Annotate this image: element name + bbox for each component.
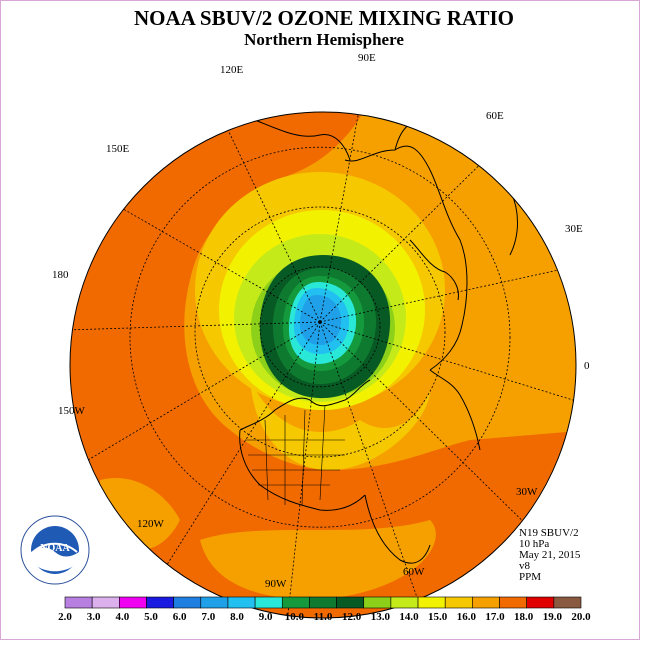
us-state-borders (245, 404, 345, 506)
colorbar-swatch (64, 596, 93, 609)
colorbar-swatch (91, 596, 120, 609)
meridian-line (319, 114, 359, 323)
colorbar-swatch (227, 596, 256, 609)
lon-label-180: 180 (52, 269, 69, 281)
lon-label-150w: 150W (58, 405, 85, 417)
colorbar-swatch (200, 596, 229, 609)
info-level: 10 hPa (519, 538, 550, 550)
colorbar-swatch (173, 596, 202, 609)
meridian-line (319, 321, 523, 522)
colorbar-tick-label: 18.0 (514, 611, 534, 623)
colorbar-tick-label: 16.0 (456, 611, 476, 623)
colorbar-tick-label: 2.0 (58, 611, 72, 623)
colorbar-tick-label: 13.0 (370, 611, 390, 623)
lon-label-30w: 30W (516, 486, 538, 498)
colorbar-swatch (390, 596, 419, 609)
lon-label-0: 0 (584, 360, 590, 372)
colorbar-tick-label: 7.0 (201, 611, 216, 623)
meridian-line (287, 321, 321, 616)
lon-label-60w: 60W (403, 566, 425, 578)
colorbar-tick-label: 8.0 (230, 611, 244, 623)
lon-label-30e: 30E (565, 223, 583, 235)
colorbar-swatch (444, 596, 473, 609)
info-units: PPM (519, 571, 542, 583)
colorbar-tick-label: 17.0 (485, 611, 505, 623)
colorbar-swatch (526, 596, 555, 609)
latitude-circle (259, 266, 381, 388)
colorbar-tick-label: 20.0 (571, 611, 591, 623)
colorbar-swatch (336, 596, 365, 609)
colorbar-tick-label: 9.0 (258, 611, 273, 623)
colorbar-swatch (553, 596, 582, 609)
colorbar-swatch (472, 596, 500, 609)
colorbar-swatch (499, 596, 527, 609)
noaa-logo: NOAA (20, 515, 90, 585)
colorbar-swatch (146, 596, 174, 609)
colorbar-tick-label: 11.0 (313, 611, 333, 623)
colorbar-tick-label: 10.0 (284, 611, 304, 623)
ozone-18ppm-region (70, 112, 576, 618)
latitude-circle (194, 206, 446, 458)
meridian-line (88, 321, 321, 461)
colorbar-swatch (309, 596, 337, 609)
graticule (72, 114, 574, 616)
colorbar-tick-label: 19.0 (542, 611, 562, 623)
ozone-7ppm-core (299, 295, 342, 346)
lon-label-60e: 60E (486, 110, 504, 122)
map-title: NOAA SBUV/2 OZONE MIXING RATIO (134, 6, 514, 30)
meridian-line (227, 130, 321, 323)
lon-label-120w: 120W (137, 518, 164, 530)
colorbar (64, 596, 582, 609)
lon-label-150e: 150E (106, 143, 130, 155)
lon-label-90w: 90W (265, 578, 287, 590)
map-subtitle: Northern Hemisphere (244, 30, 404, 49)
colorbar-tick-label: 3.0 (86, 611, 101, 623)
colorbar-tick-label: 12.0 (342, 611, 362, 623)
colorbar-tick-label: 15.0 (428, 611, 448, 623)
colorbar-tick-label: 4.0 (115, 611, 130, 623)
map-boundary (69, 111, 577, 619)
meridian-line (72, 321, 321, 331)
meridian-line (319, 321, 574, 401)
colorbar-tick-label: 14.0 (399, 611, 419, 623)
colorbar-swatch (281, 596, 310, 609)
colorbar-tick-label: 5.0 (144, 611, 158, 623)
meridian-line (319, 269, 558, 323)
meridian-line (123, 208, 321, 323)
info-version: v8 (519, 560, 530, 572)
colorbar-swatch (119, 596, 147, 609)
meridian-line (319, 165, 480, 323)
colorbar-swatch (363, 596, 392, 609)
logo-text: NOAA (40, 543, 70, 554)
latitude-circle (129, 146, 511, 528)
colorbar-tick-label: 6.0 (172, 611, 187, 623)
info-date: May 21, 2015 (519, 549, 581, 561)
colorbar-swatch (417, 596, 446, 609)
colorbar-swatch (254, 596, 283, 609)
lon-label-90e: 90E (358, 52, 376, 64)
meridian-line (319, 321, 419, 600)
lon-label-120e: 120E (220, 64, 244, 76)
page-frame (0, 0, 640, 640)
info-satellite: N19 SBUV/2 (519, 527, 579, 539)
